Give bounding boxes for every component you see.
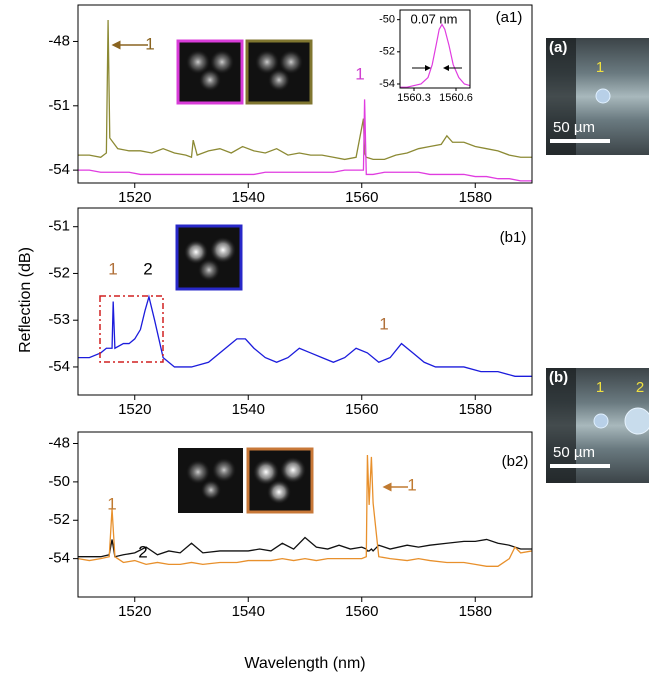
series-line [78,536,532,558]
overlay: (a) 1 50 µm (b) 1 2 50 µm Reflection (dB… [17,38,649,672]
y-tick-label: -54 [48,358,70,375]
photo-b: (b) 1 2 50 µm [546,368,649,483]
photo-marker: 2 [636,379,644,396]
y-tick-label: -50 [379,14,395,26]
y-axis-title: Reflection (dB) [17,247,34,353]
plot-frame [77,4,533,184]
annotation: 2 [143,259,152,278]
mode-image-b1 [175,224,243,291]
y-tick-label: -54 [379,78,395,90]
scale-bar-label: 50 µm [553,444,595,461]
x-tick-label: 1560 [345,401,378,418]
annotation: (b2) [502,453,529,470]
photo-marker: 1 [596,379,604,396]
photo-label: (a) [549,39,567,56]
scale-bar-label: 50 µm [553,119,595,136]
y-tick-label: -48 [48,434,70,451]
annotation: 1 [107,494,116,513]
series-line [78,294,532,377]
y-tick-label: -52 [48,511,70,528]
y-tick-label: -50 [48,473,70,490]
plot-frame [77,207,533,396]
annotation: 1 [407,475,416,494]
series-line [78,99,532,182]
x-tick-label: 1580 [459,189,492,206]
y-tick-label: -51 [48,218,70,235]
x-tick-label: 1580 [459,603,492,620]
y-tick-label: -51 [48,97,70,114]
annotation: (a1) [496,9,523,26]
x-tick-label: 1560 [345,189,378,206]
x-axis-title: Wavelength (nm) [244,655,365,672]
series-line [78,20,532,161]
annotation: 1 [108,259,117,278]
annotation: 1 [379,314,388,333]
x-tick-label: 1560 [345,603,378,620]
mode-images-b2 [178,447,314,514]
highlight-box [99,295,164,363]
annotation: 1 [355,64,364,83]
annotation: 0.07 nm [411,11,458,26]
x-tick-label: 1520 [118,189,151,206]
plots: -48 -51 -54 1520 1540 1560 1580 1 1 (a1) -50 -52 -54… [48,4,533,620]
x-tick-label: 1580 [459,401,492,418]
x-tick-label: 1540 [232,603,265,620]
photo-label: (b) [549,369,568,386]
series-line [400,23,470,88]
plot-frame [77,431,533,598]
x-tick-label: 1540 [232,401,265,418]
annotation: (b1) [500,229,527,246]
x-tick-label: 1540 [232,189,265,206]
annotation: 1 [145,34,154,53]
x-tick-label: 1560.3 [397,92,431,104]
x-tick-label: 1520 [118,401,151,418]
y-tick-label: -48 [48,32,70,49]
y-tick-label: -54 [48,550,70,567]
plot-background [78,208,532,395]
mode-images-a1 [176,39,313,105]
x-tick-label: 1560.6 [439,92,473,104]
plot-frame [399,9,471,89]
annotation: 2 [138,542,147,561]
y-tick-label: -54 [48,161,70,178]
x-tick-label: 1520 [118,603,151,620]
y-tick-label: -53 [48,311,70,328]
photo-marker: 1 [596,59,604,76]
y-tick-label: -52 [48,264,70,281]
y-tick-label: -52 [379,46,395,58]
series-line [78,454,532,567]
photo-a: (a) 1 50 µm [546,38,649,155]
